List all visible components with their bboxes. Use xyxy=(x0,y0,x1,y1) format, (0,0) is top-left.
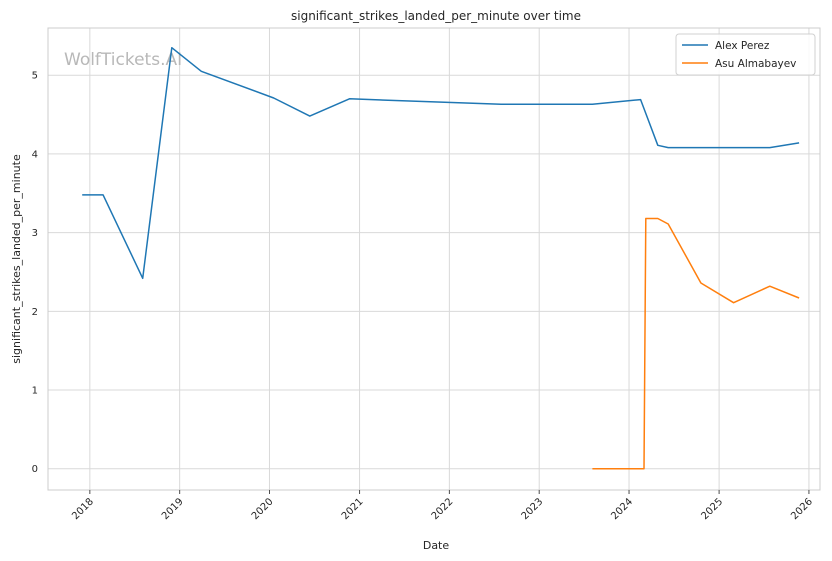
legend-box xyxy=(675,33,816,76)
y-tick-label: 5 xyxy=(32,71,38,82)
y-tick-label: 3 xyxy=(32,228,38,239)
y-tick-label: 2 xyxy=(32,307,38,318)
y-tick-label: 4 xyxy=(32,149,38,160)
y-tick-label: 0 xyxy=(32,464,38,475)
chart-title: significant_strikes_landed_per_minute ov… xyxy=(291,9,581,23)
legend: Alex Perez Asu Almabayev xyxy=(675,33,816,76)
series-line-asu-almabayev xyxy=(592,217,800,470)
legend-label-asu-almabayev: Asu Almabayev xyxy=(715,58,796,70)
y-tick-label: 1 xyxy=(32,386,38,397)
watermark-text: WolfTickets.AI xyxy=(64,50,182,70)
x-axis-label: Date xyxy=(423,539,450,552)
legend-label-alex-perez: Alex Perez xyxy=(715,40,770,52)
series-group xyxy=(82,46,800,470)
plot-frame xyxy=(47,27,821,491)
series-line-alex-perez xyxy=(82,46,800,280)
y-axis-label: significant_strikes_landed_per_minute xyxy=(10,154,23,364)
